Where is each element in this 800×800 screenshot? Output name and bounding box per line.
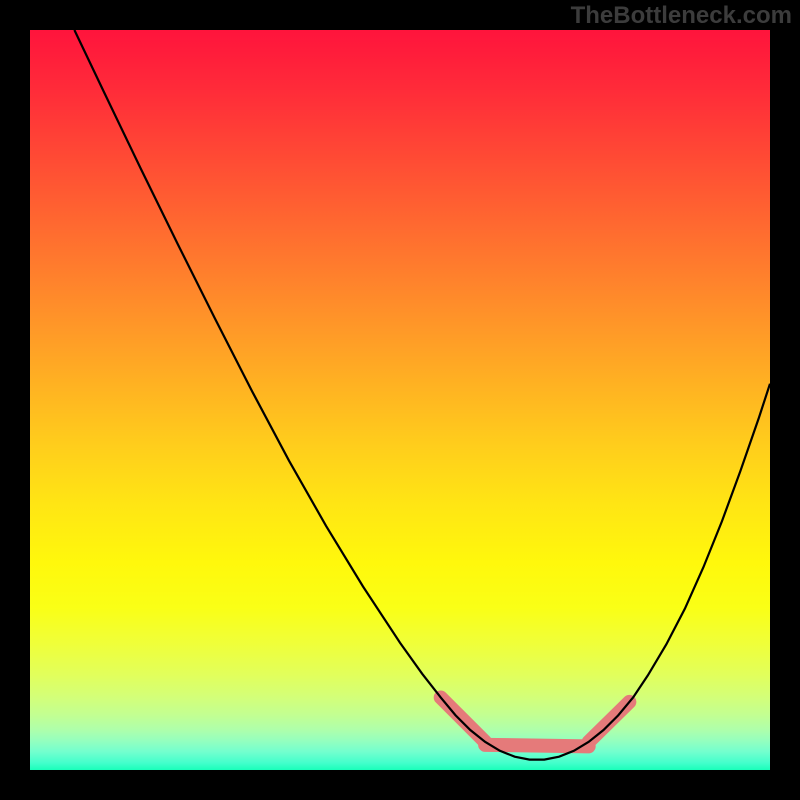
chart-container: TheBottleneck.com xyxy=(0,0,800,800)
chart-svg xyxy=(0,0,800,800)
highlight-segment xyxy=(485,745,589,746)
watermark-text: TheBottleneck.com xyxy=(571,2,792,30)
gradient-background xyxy=(30,30,770,770)
